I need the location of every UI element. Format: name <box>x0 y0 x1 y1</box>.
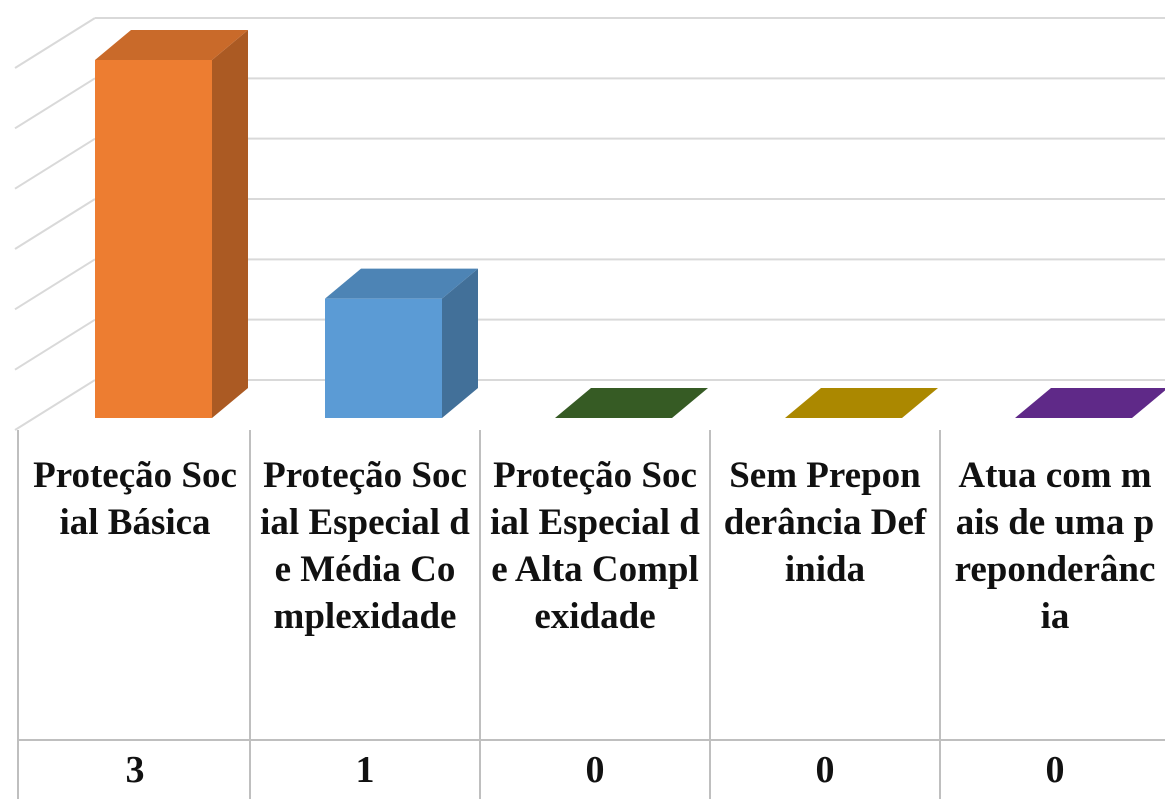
grid-line <box>14 77 96 130</box>
category-label: Atua com mais de uma preponderância <box>954 455 1156 637</box>
bar-top <box>1015 388 1165 418</box>
category-label: Sem Preponderância Definida <box>723 455 927 590</box>
bar-side <box>212 30 248 418</box>
bar-top <box>785 388 938 418</box>
value-label: 0 <box>585 749 605 791</box>
grid-line <box>14 318 96 371</box>
grid-line <box>14 379 96 431</box>
bar-top <box>95 30 248 60</box>
value-label: 0 <box>1045 749 1065 791</box>
bar-top <box>325 268 478 299</box>
bar <box>95 60 212 418</box>
grid-line <box>14 17 96 69</box>
category-label: Proteção Social Básica <box>33 455 237 543</box>
category-label: Proteção Social Especial de Alta Complex… <box>490 455 700 637</box>
grid-line <box>14 258 96 311</box>
value-label: 0 <box>815 749 835 791</box>
value-label: 1 <box>355 749 375 791</box>
grid-line <box>14 137 96 190</box>
bar-top <box>555 388 708 418</box>
grid-line <box>14 198 96 250</box>
bar-side <box>442 268 478 418</box>
category-label: Proteção Social Especial de Média Comple… <box>260 455 470 637</box>
bar <box>325 298 442 418</box>
value-label: 3 <box>125 749 145 791</box>
